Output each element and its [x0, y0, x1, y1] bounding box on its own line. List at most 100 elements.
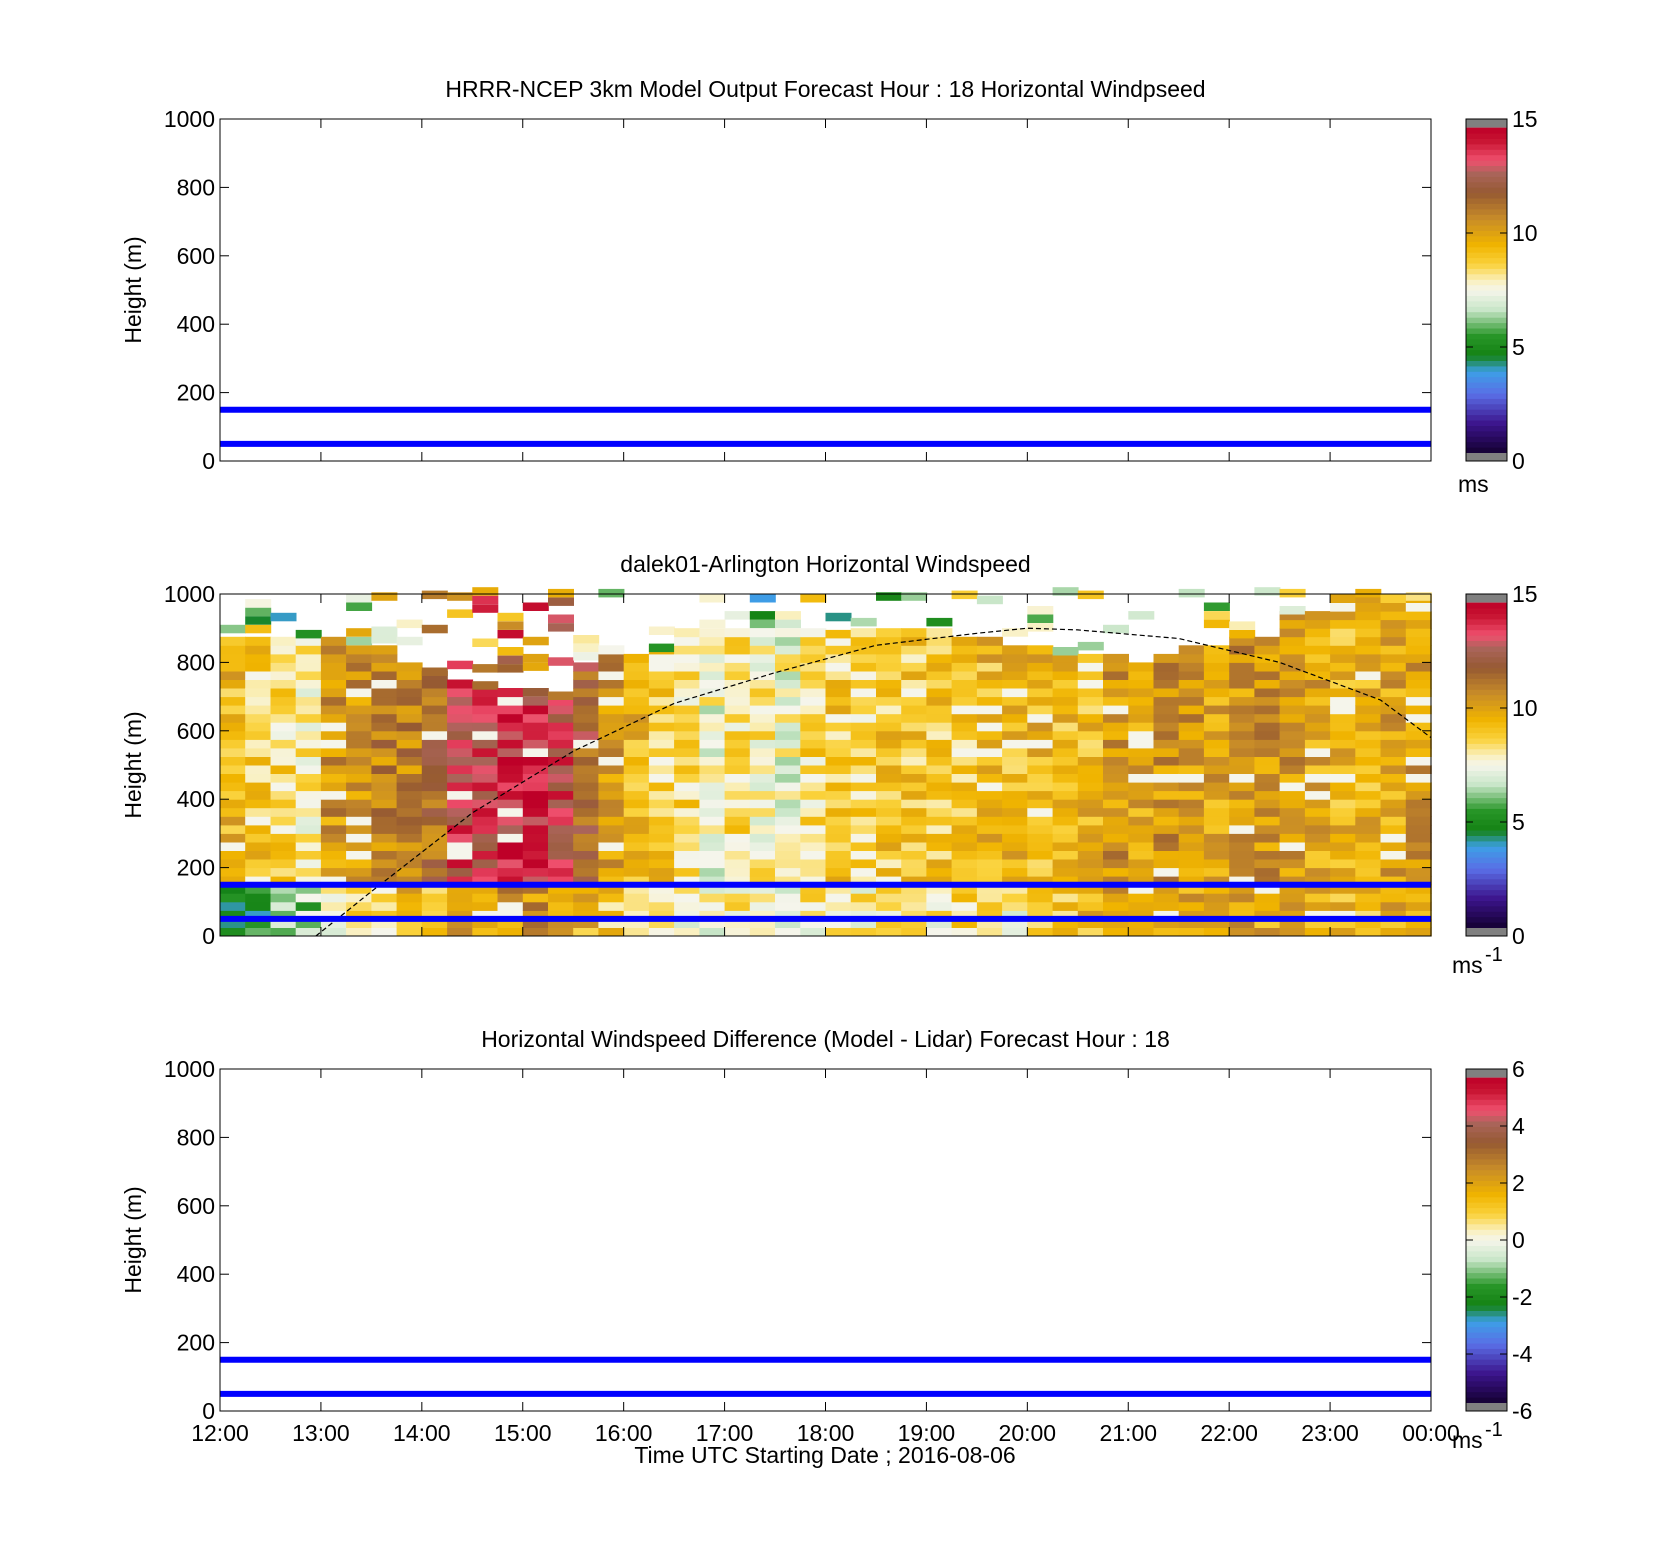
colorbar-tick-label: 6 — [1512, 1056, 1525, 1082]
heatmap-cell — [825, 653, 852, 663]
heatmap-cell — [648, 876, 675, 886]
heatmap-cell — [699, 884, 726, 894]
heatmap-cell — [800, 722, 827, 732]
heatmap-cell — [699, 594, 726, 603]
heatmap-cell — [1002, 816, 1029, 826]
heatmap-cell — [749, 594, 776, 603]
heatmap-cell — [850, 799, 877, 809]
heatmap-cell — [295, 833, 322, 843]
heatmap-cell — [926, 910, 953, 920]
heatmap-cell — [1405, 696, 1432, 706]
heatmap-cell — [1355, 927, 1382, 937]
heatmap-cell — [850, 628, 877, 638]
heatmap-cell — [1279, 842, 1306, 851]
heatmap-cell — [926, 790, 953, 800]
heatmap-cell — [1052, 713, 1079, 723]
heatmap-cell — [674, 671, 701, 680]
heatmap-cell — [396, 765, 423, 774]
heatmap-cell — [800, 713, 827, 723]
heatmap-cell — [1380, 859, 1407, 869]
heatmap-cell — [1380, 927, 1407, 937]
heatmap-cell — [1330, 662, 1357, 672]
heatmap-cell — [548, 816, 574, 826]
heatmap-cell — [976, 730, 1003, 740]
heatmap-cell — [901, 918, 928, 928]
heatmap-cell — [1027, 747, 1054, 757]
colorbar-segment — [1466, 154, 1507, 161]
heatmap-cell — [1279, 893, 1306, 903]
heatmap-cell — [320, 816, 347, 826]
heatmap-cell — [775, 910, 801, 920]
heatmap-cell — [320, 645, 347, 655]
heatmap-cell — [850, 884, 877, 894]
heatmap-cell — [245, 671, 272, 680]
heatmap-cell — [1027, 765, 1054, 774]
heatmap-cell — [1203, 653, 1230, 663]
heatmap-cell — [396, 850, 423, 860]
heatmap-cell — [371, 782, 398, 792]
heatmap-cell — [926, 739, 953, 749]
colorbar-segment — [1466, 1169, 1507, 1176]
colorbar-tick-label: 4 — [1512, 1113, 1525, 1139]
heatmap-cell — [1405, 602, 1432, 612]
heatmap-cell — [1103, 679, 1129, 689]
heatmap-cell — [220, 782, 246, 792]
heatmap-cell — [1229, 679, 1256, 689]
heatmap-cell — [1077, 773, 1104, 783]
heatmap-cell — [573, 705, 600, 715]
heatmap-cell — [1405, 765, 1432, 774]
heatmap-cell — [548, 790, 574, 800]
colorbar-segment — [1466, 884, 1507, 891]
heatmap-cell — [548, 773, 574, 783]
heatmap-cell — [245, 747, 272, 757]
heatmap-cell — [800, 927, 827, 937]
heatmap-cell — [926, 850, 953, 860]
colorbar-segment — [1466, 889, 1507, 896]
heatmap-cell — [1002, 696, 1029, 706]
heatmap-cell — [270, 884, 297, 894]
heatmap-cell — [295, 867, 322, 877]
heatmap-cell — [245, 876, 272, 886]
colorbar-segment — [1466, 149, 1507, 156]
heatmap-cell — [1077, 833, 1104, 843]
heatmap-cell — [1405, 850, 1432, 860]
heatmap-cell — [270, 612, 297, 622]
colorbar-segment — [1466, 1272, 1507, 1279]
heatmap-cell — [1178, 799, 1205, 809]
x-tick-label: 23:00 — [1301, 1420, 1359, 1446]
heatmap-cell — [800, 799, 827, 809]
heatmap-cell — [598, 696, 625, 706]
heatmap-cell — [775, 816, 801, 826]
heatmap-cell — [1405, 679, 1432, 689]
heatmap-cell — [396, 799, 423, 809]
heatmap-cell — [1103, 756, 1129, 766]
heatmap-cell — [472, 688, 499, 698]
y-axis-label: Height (m) — [120, 236, 146, 343]
heatmap-cell — [699, 893, 726, 903]
heatmap-cell — [598, 790, 625, 800]
heatmap-cell — [976, 824, 1003, 834]
colorbar-segment — [1466, 732, 1507, 739]
heatmap-cell — [976, 927, 1003, 937]
heatmap-cell — [724, 713, 751, 723]
heatmap-cell — [1002, 910, 1029, 920]
heatmap-cell — [1203, 910, 1230, 920]
heatmap-cell — [800, 842, 827, 851]
heatmap-cell — [270, 910, 297, 920]
heatmap-cell — [573, 850, 600, 860]
x-tick-label: 18:00 — [797, 1420, 855, 1446]
heatmap-cell — [623, 705, 650, 715]
heatmap-cell — [1229, 816, 1256, 826]
heatmap-cell — [976, 696, 1003, 706]
heatmap-cell — [1229, 833, 1256, 843]
heatmap-cell — [1279, 696, 1306, 706]
heatmap-cell — [598, 842, 625, 851]
heatmap-cell — [573, 688, 600, 698]
colorbar-segment — [1466, 300, 1507, 307]
heatmap-cell — [699, 867, 726, 877]
heatmap-cell — [800, 807, 827, 817]
heatmap-cell — [976, 850, 1003, 860]
heatmap-cell — [548, 747, 574, 757]
colorbar-cap — [1466, 1402, 1507, 1411]
heatmap-cell — [825, 927, 852, 937]
